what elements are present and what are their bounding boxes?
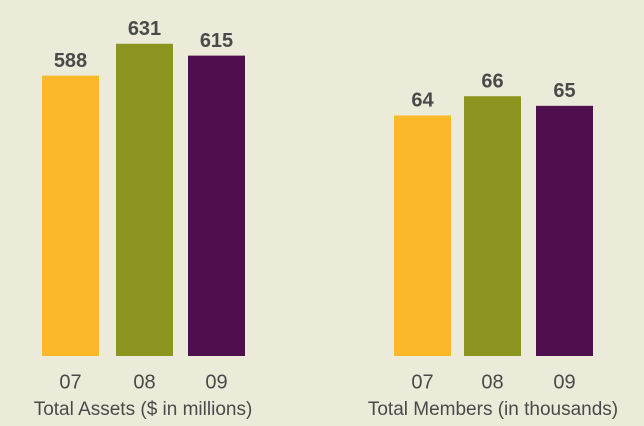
bar: [188, 55, 245, 356]
value-label: 64: [411, 90, 434, 112]
value-label: 66: [481, 70, 503, 92]
value-label: 65: [553, 80, 575, 102]
x-tick-label: 07: [411, 371, 433, 393]
value-label: 588: [54, 50, 87, 72]
x-tick-label: 09: [553, 371, 575, 393]
bar: [464, 96, 521, 356]
bar: [536, 105, 593, 357]
bar: [42, 75, 99, 357]
bar: [394, 115, 451, 356]
x-tick-label: 07: [59, 371, 81, 393]
value-label: 631: [128, 18, 161, 40]
chart-title: Total Assets ($ in millions): [34, 399, 253, 420]
chart-title: Total Members (in thousands): [368, 399, 618, 420]
x-tick-label: 08: [133, 371, 155, 393]
value-label: 615: [200, 30, 233, 52]
x-tick-label: 08: [481, 371, 503, 393]
bar: [116, 43, 173, 357]
x-tick-label: 09: [205, 371, 227, 393]
